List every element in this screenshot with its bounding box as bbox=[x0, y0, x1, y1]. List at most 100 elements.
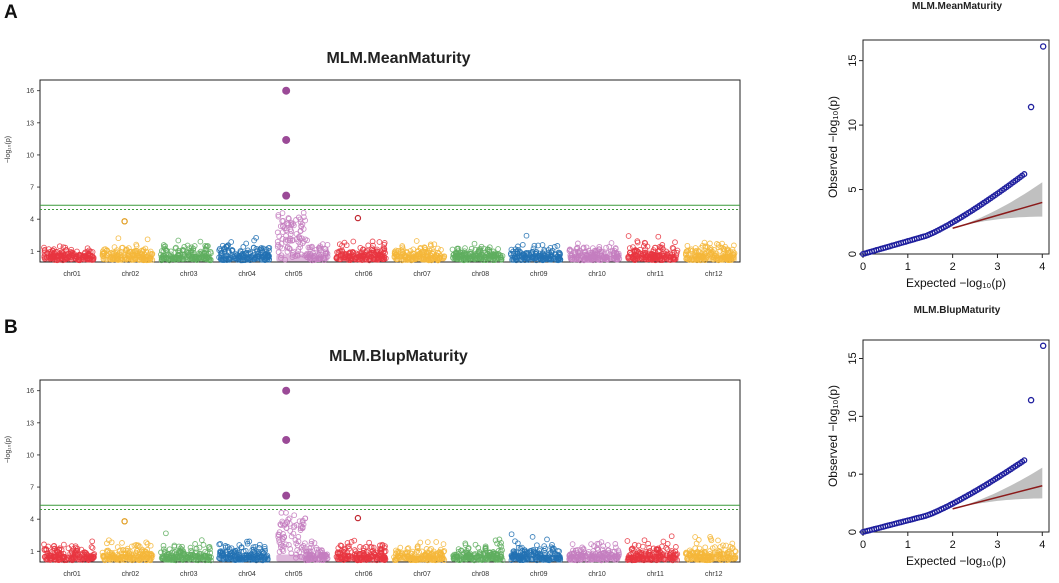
chromosome-label: chr03 bbox=[180, 271, 198, 278]
snp-point bbox=[688, 246, 695, 253]
snp-point bbox=[405, 545, 412, 551]
snp-density-band bbox=[684, 254, 737, 262]
snp-point bbox=[407, 248, 414, 254]
snp-point bbox=[490, 248, 497, 255]
qq-x-tick-label: 0 bbox=[860, 539, 866, 551]
snp-point bbox=[290, 237, 296, 243]
snp-point bbox=[381, 241, 388, 248]
snp-point bbox=[311, 540, 318, 546]
y-tick-label: 10 bbox=[26, 152, 34, 159]
chromosome-label: chr12 bbox=[705, 271, 723, 278]
snp-point bbox=[683, 248, 690, 255]
snp-point bbox=[297, 527, 304, 533]
snp-point bbox=[346, 545, 352, 552]
snp-point bbox=[609, 548, 616, 555]
snp-point bbox=[223, 549, 229, 555]
snp-point bbox=[541, 247, 548, 253]
snp-point bbox=[164, 248, 171, 254]
snp-point bbox=[554, 243, 561, 249]
snp-point bbox=[144, 541, 151, 547]
qq-y-axis-label: Observed −log₁₀(p) bbox=[826, 385, 840, 487]
qq-y-tick-label: 0 bbox=[847, 529, 859, 535]
qq-outlier-point bbox=[1039, 342, 1047, 350]
snp-point bbox=[615, 547, 622, 554]
snp-point bbox=[495, 246, 501, 252]
snp-point bbox=[673, 544, 679, 550]
snp-point bbox=[399, 244, 406, 251]
snp-point bbox=[646, 544, 652, 551]
snp-point bbox=[283, 541, 289, 548]
snp-point bbox=[641, 239, 648, 246]
snp-point bbox=[530, 546, 537, 553]
chromosome-label: chr12 bbox=[705, 571, 723, 578]
snp-point bbox=[192, 541, 198, 547]
qq-x-axis-label: Expected −log₁₀(p) bbox=[906, 276, 1006, 290]
snp-point bbox=[133, 241, 140, 248]
y-tick-label: 1 bbox=[30, 249, 34, 256]
snp-density-band bbox=[393, 554, 446, 562]
chromosome-label: chr05 bbox=[285, 271, 303, 278]
snp-point bbox=[351, 537, 358, 544]
qq-frame bbox=[862, 39, 1050, 255]
snp-point bbox=[515, 544, 522, 551]
snp-density-band bbox=[334, 554, 387, 562]
snp-point bbox=[515, 246, 522, 253]
snp-point bbox=[575, 240, 581, 247]
snp-point bbox=[723, 542, 729, 549]
snp-density-band bbox=[43, 254, 96, 262]
snp-point bbox=[293, 217, 299, 223]
panel-label-b: B bbox=[4, 317, 18, 338]
snp-point bbox=[160, 542, 167, 549]
qq-outlier-point bbox=[1039, 43, 1047, 50]
snp-point bbox=[261, 543, 268, 550]
snp-point bbox=[119, 540, 125, 546]
y-tick-label: 4 bbox=[30, 517, 34, 524]
snp-density-band bbox=[43, 554, 96, 562]
points-group bbox=[41, 509, 739, 564]
snp-point bbox=[228, 239, 235, 245]
snp-density-band bbox=[218, 554, 271, 562]
snp-point bbox=[612, 245, 619, 251]
snp-density-band bbox=[451, 554, 504, 562]
snp-point bbox=[53, 547, 60, 554]
snp-point bbox=[536, 546, 543, 553]
snp-point bbox=[645, 540, 651, 547]
snp-point bbox=[175, 237, 182, 244]
chromosome-label: chr08 bbox=[472, 571, 490, 578]
notable-point bbox=[121, 218, 128, 225]
significant-hit-point bbox=[282, 191, 291, 200]
snp-point bbox=[279, 210, 286, 216]
snp-point bbox=[625, 233, 632, 239]
snp-point bbox=[510, 248, 516, 255]
qq-y-tick-label: 5 bbox=[847, 471, 859, 477]
snp-point bbox=[498, 543, 505, 550]
snp-point bbox=[424, 539, 431, 545]
snp-point bbox=[530, 245, 537, 252]
snp-point bbox=[140, 248, 146, 254]
snp-point bbox=[534, 542, 540, 549]
snp-point bbox=[190, 247, 196, 254]
snp-point bbox=[370, 544, 377, 551]
snp-point bbox=[291, 524, 297, 531]
snp-point bbox=[669, 245, 676, 251]
chromosome-label: chr04 bbox=[238, 271, 256, 278]
snp-point bbox=[350, 238, 357, 245]
snp-point bbox=[244, 538, 250, 545]
snp-point bbox=[472, 246, 479, 253]
snp-point bbox=[541, 543, 548, 549]
snp-point bbox=[440, 541, 447, 547]
snp-point bbox=[119, 244, 125, 251]
snp-point bbox=[279, 518, 286, 525]
notable-point bbox=[121, 518, 128, 525]
snp-point bbox=[427, 241, 434, 248]
snp-point bbox=[117, 547, 123, 554]
snp-point bbox=[286, 542, 292, 548]
snp-density-band bbox=[568, 254, 621, 262]
snp-point bbox=[196, 544, 203, 551]
snp-point bbox=[630, 244, 636, 250]
snp-point bbox=[490, 549, 497, 555]
chromosome-label: chr06 bbox=[355, 271, 373, 278]
qq-point bbox=[1021, 457, 1028, 464]
snp-point bbox=[641, 243, 647, 249]
qq-y-axis-label: Observed −log₁₀(p) bbox=[826, 96, 840, 198]
